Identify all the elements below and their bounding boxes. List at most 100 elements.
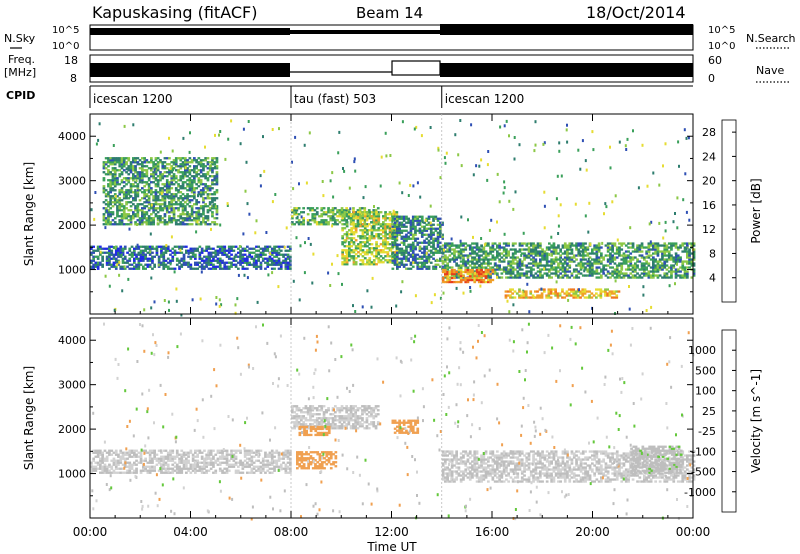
heatmap-cell — [466, 254, 470, 257]
heatmap-cell — [320, 219, 324, 222]
heatmap-cell — [658, 221, 661, 225]
heatmap-cell — [266, 247, 270, 250]
heatmap-cell — [645, 262, 648, 265]
heatmap-cell — [561, 274, 565, 277]
heatmap-cell — [386, 253, 390, 256]
heatmap-cell — [213, 217, 217, 220]
heatmap-cell — [134, 213, 137, 216]
heatmap-cell — [215, 302, 218, 306]
heatmap-cell — [631, 268, 635, 271]
heatmap-cell — [629, 226, 632, 230]
heatmap-cell — [536, 294, 539, 297]
heatmap-cell — [160, 471, 163, 474]
heatmap-cell — [188, 150, 191, 154]
heatmap-cell — [113, 223, 117, 226]
heatmap-cell — [400, 253, 404, 256]
heatmap-cell — [579, 252, 582, 256]
heatmap-cell — [520, 296, 524, 299]
heatmap-cell — [221, 249, 224, 252]
heatmap-cell — [127, 213, 131, 216]
heatmap-cell — [144, 469, 147, 472]
heatmap-cell — [473, 242, 477, 245]
heatmap-cell — [148, 257, 152, 260]
heatmap-cell — [197, 161, 201, 164]
heatmap-cell — [102, 223, 106, 226]
heatmap-cell — [341, 243, 344, 246]
heatmap-cell — [512, 207, 515, 211]
heatmap-cell — [162, 247, 166, 250]
heatmap-cell — [496, 274, 499, 277]
heatmap-cell — [649, 274, 653, 277]
heatmap-cell — [618, 252, 621, 255]
heatmap-cell — [117, 467, 120, 470]
heatmap-cell — [614, 194, 617, 198]
heatmap-cell — [190, 187, 194, 190]
heatmap-cell — [520, 272, 524, 275]
heatmap-cell — [425, 241, 429, 244]
heatmap-cell — [147, 161, 151, 164]
heatmap-cell — [154, 159, 158, 162]
heatmap-cell — [665, 268, 669, 271]
heatmap-cell — [148, 469, 152, 472]
heatmap-cell — [617, 290, 621, 293]
heatmap-cell — [629, 262, 633, 265]
heatmap-cell — [489, 248, 492, 251]
heatmap-cell — [366, 225, 369, 228]
heatmap-cell — [138, 219, 142, 222]
heatmap-cell — [366, 249, 369, 252]
heatmap-cell — [388, 227, 392, 230]
heatmap-cell — [113, 217, 117, 220]
heatmap-cell — [188, 181, 192, 184]
heatmap-cell — [688, 258, 691, 261]
heatmap-cell — [306, 223, 310, 226]
heatmap-cell — [377, 217, 381, 220]
heatmap-cell — [502, 270, 506, 273]
heatmap-cell — [566, 274, 569, 277]
heatmap-cell — [309, 207, 312, 210]
heatmap-cell — [640, 250, 644, 253]
heatmap-cell — [591, 268, 594, 271]
heatmap-cell — [96, 463, 100, 466]
heatmap-cell — [126, 261, 129, 264]
heatmap-cell — [372, 221, 376, 224]
heatmap-cell — [174, 193, 178, 196]
heatmap-cell — [557, 244, 560, 247]
heatmap-cell — [634, 270, 637, 273]
heatmap-cell — [153, 457, 156, 460]
heatmap-cell — [136, 219, 140, 222]
heatmap-cell — [477, 256, 481, 259]
heatmap-cell — [105, 247, 109, 250]
heatmap-cell — [386, 247, 390, 250]
heatmap-cell — [135, 253, 138, 256]
heatmap-cell — [579, 250, 583, 253]
heatmap-cell — [538, 294, 542, 297]
heatmap-cell — [157, 265, 161, 268]
heatmap-cell — [120, 173, 124, 176]
heatmap-cell — [174, 163, 178, 166]
heatmap-cell — [484, 268, 488, 272]
heatmap-cell — [559, 276, 562, 279]
heatmap-cell — [656, 254, 660, 257]
heatmap-cell — [354, 261, 358, 264]
heatmap-cell — [420, 267, 424, 270]
heatmap-cell — [107, 215, 110, 218]
heatmap-cell — [529, 290, 533, 293]
heatmap-cell — [634, 262, 637, 265]
heatmap-cell — [128, 263, 132, 266]
heatmap-cell — [354, 310, 357, 313]
heatmap-cell — [453, 254, 456, 257]
heatmap-cell — [282, 261, 285, 264]
heatmap-cell — [541, 248, 544, 251]
heatmap-cell — [123, 257, 127, 260]
heatmap-cell — [686, 270, 689, 273]
heatmap-cell — [154, 215, 158, 218]
heatmap-cell — [125, 203, 128, 206]
heatmap-cell — [615, 290, 619, 293]
heatmap-cell — [643, 270, 646, 273]
heatmap-cell — [275, 249, 279, 252]
heatmap-cell — [418, 215, 422, 218]
heatmap-cell — [595, 258, 599, 261]
heatmap-cell — [398, 227, 401, 230]
heatmap-cell — [379, 251, 383, 254]
heatmap-cell — [496, 272, 499, 275]
